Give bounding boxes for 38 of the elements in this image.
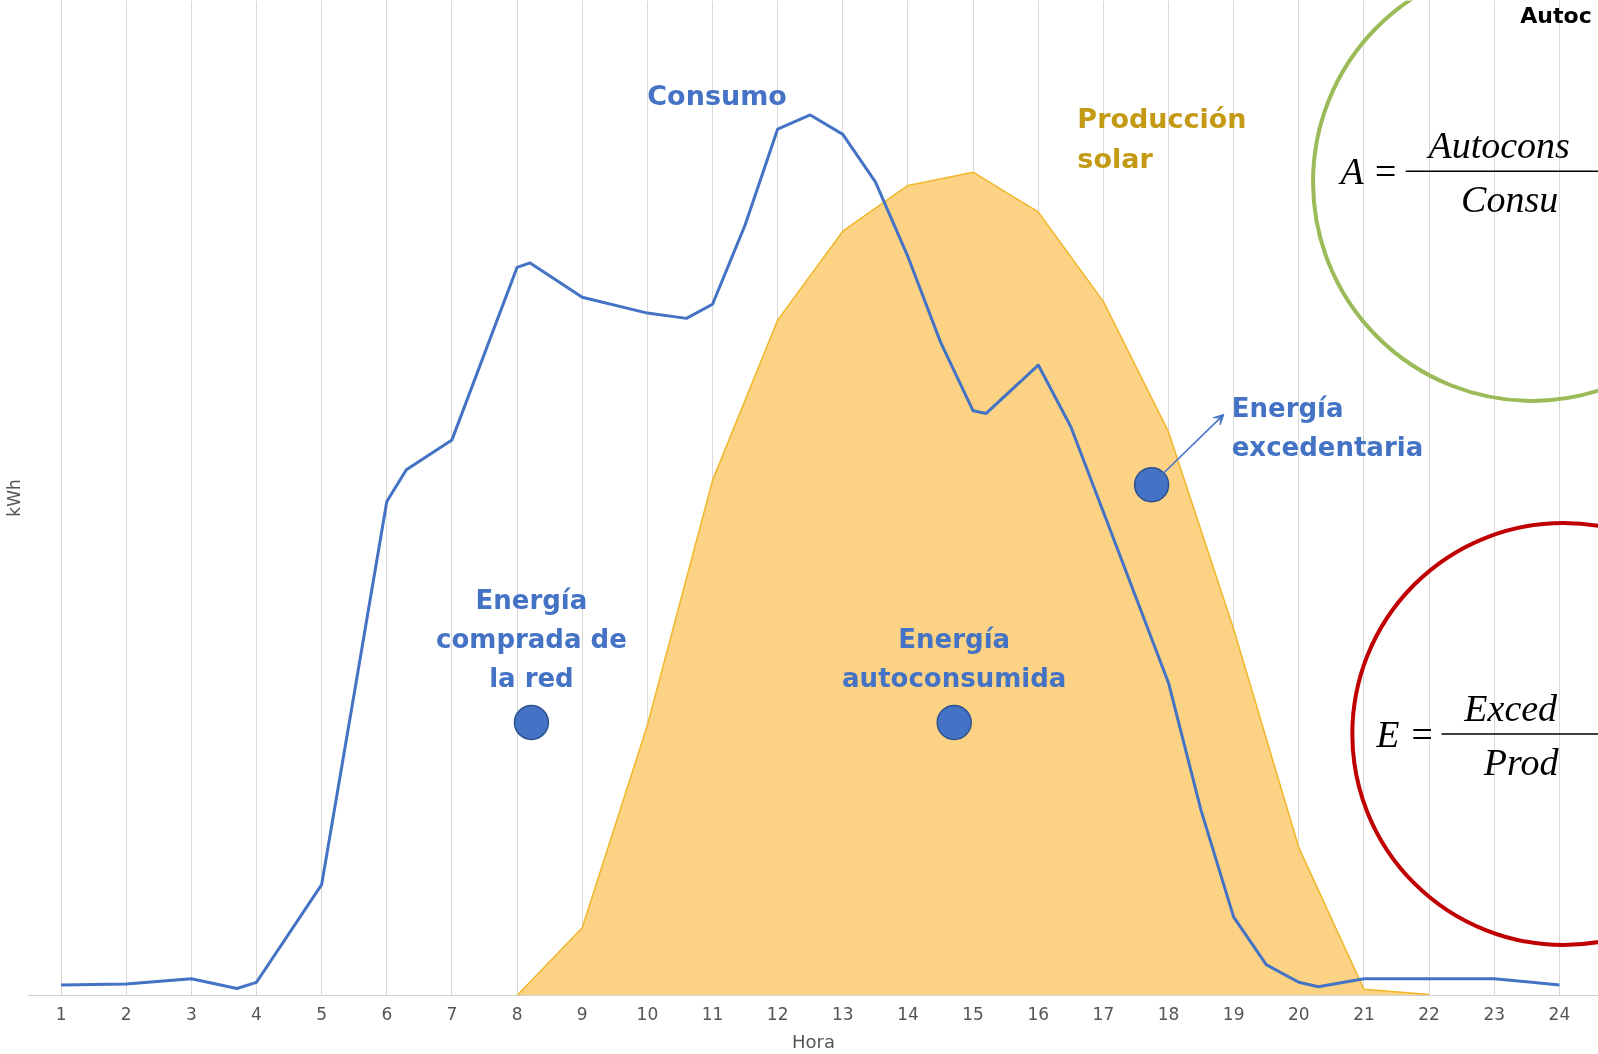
x-tick-label: 8 — [511, 1003, 523, 1024]
series-label: Consumo — [647, 80, 787, 112]
x-tick-label: 14 — [897, 1003, 919, 1024]
annotation: E = — [1375, 712, 1435, 755]
x-tick-label: 13 — [832, 1003, 854, 1024]
x-tick-label: 11 — [701, 1003, 724, 1024]
x-tick-label: 4 — [251, 1003, 262, 1024]
x-tick-label: 7 — [446, 1003, 458, 1024]
annotation: Energía autoconsumida — [842, 623, 1067, 693]
x-tick-label: 20 — [1288, 1003, 1310, 1024]
text: Producción solar — [1077, 102, 1247, 174]
x-tick-label: 12 — [766, 1003, 789, 1024]
annotation: Prod — [1482, 741, 1560, 784]
x-tick-label: 21 — [1353, 1003, 1375, 1024]
annotation: Exced — [1463, 686, 1559, 729]
annotation: Energía comprada de la red — [436, 584, 627, 693]
x-tick-label: 3 — [185, 1003, 197, 1024]
x-tick-label: 16 — [1027, 1003, 1050, 1024]
annotation: Autocons — [1425, 124, 1570, 167]
x-tick-label: 19 — [1222, 1003, 1245, 1024]
x-tick-label: 6 — [381, 1003, 393, 1024]
x-tick-label: 18 — [1157, 1003, 1180, 1024]
x-tick-label: 2 — [120, 1003, 132, 1024]
x-tick-label: 1 — [55, 1003, 67, 1024]
x-tick-label: 17 — [1092, 1003, 1115, 1024]
annotation: Consu — [1461, 178, 1559, 221]
x-tick-label: 24 — [1548, 1003, 1571, 1024]
x-tick-label: 15 — [962, 1003, 984, 1024]
annotation: Energía excedentaria — [1231, 393, 1424, 463]
x-axis-title: Hora — [792, 1030, 835, 1052]
x-tick-label: 23 — [1483, 1003, 1506, 1024]
text: Autoc — [1520, 2, 1592, 28]
y-axis-title: kWh — [3, 479, 24, 517]
x-tick-label: 5 — [316, 1003, 328, 1024]
annotation: A = — [1337, 150, 1399, 193]
x-tick-label: 22 — [1418, 1003, 1440, 1024]
x-tick-label: 10 — [636, 1003, 659, 1024]
x-tick-label: 9 — [576, 1003, 588, 1024]
